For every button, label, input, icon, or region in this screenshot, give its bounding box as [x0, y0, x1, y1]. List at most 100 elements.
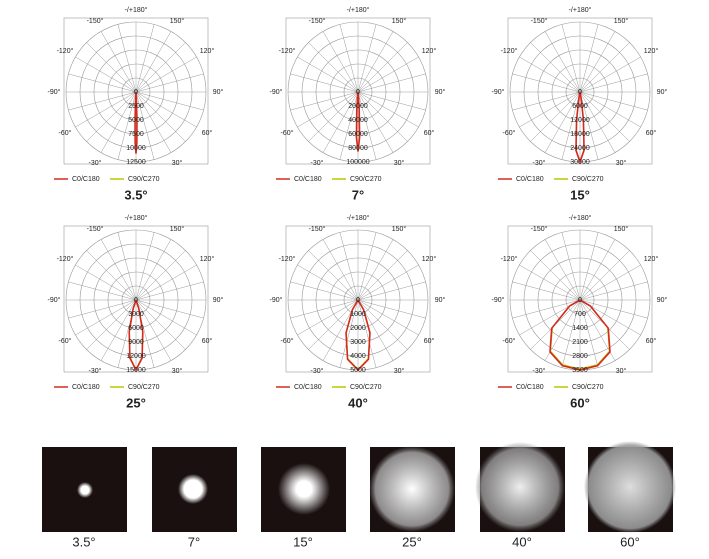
angle-tick-label: 90°	[213, 296, 224, 304]
spoke	[290, 91, 359, 111]
spoke	[135, 250, 186, 301]
spoke	[357, 91, 408, 142]
polar-chart: -150° -/+180° 150° -120° 120° -90° 90° -60° 60° -…	[492, 214, 668, 411]
spoke	[544, 31, 581, 93]
grid-circle	[551, 63, 609, 121]
angle-tick-label: 60°	[202, 129, 213, 137]
angle-tick-label: 90°	[213, 88, 224, 96]
spoke	[290, 73, 359, 93]
spoke	[297, 56, 359, 93]
chart-title: 60°	[570, 395, 590, 410]
spoke	[322, 239, 359, 301]
radial-tick-label: 3000	[128, 311, 144, 318]
angle-tick-label: 120°	[422, 255, 437, 263]
spoke	[135, 239, 172, 301]
grid-circle	[65, 21, 207, 163]
spoke	[100, 299, 137, 361]
angle-tick-label: -60°	[59, 129, 72, 137]
spoke	[561, 91, 581, 160]
spoke	[135, 299, 172, 361]
grid-circle	[537, 49, 623, 135]
spoke	[339, 232, 359, 301]
spoke	[512, 73, 581, 93]
grid-circle	[121, 285, 151, 315]
angle-tick-label: -30°	[533, 159, 546, 167]
angle-tick-label: -150°	[87, 225, 104, 233]
spoke	[75, 91, 137, 128]
radial-tick-label: 0	[578, 297, 582, 304]
spoke	[357, 31, 394, 93]
spoke	[579, 91, 630, 142]
radial-tick-label: 1000	[350, 311, 366, 318]
angle-tick-label: -150°	[309, 17, 326, 25]
polar-chart: -150° -/+180° 150° -120° 120° -90° 90° -60° 60° -…	[270, 214, 446, 411]
radial-tick-label: 700	[574, 311, 586, 318]
beam-spot	[584, 441, 676, 533]
plot-frame	[285, 17, 431, 165]
angle-tick-label: -60°	[503, 129, 516, 137]
angle-tick-label: 30°	[394, 159, 405, 167]
radial-tick-label: 20000	[348, 103, 368, 110]
spoke	[135, 91, 155, 160]
legend-label: C90/C270	[350, 176, 382, 183]
spoke	[579, 281, 648, 301]
chart-title: 25°	[126, 395, 146, 410]
spoke	[357, 299, 426, 319]
angle-tick-label: -150°	[531, 17, 548, 25]
spoke	[357, 91, 419, 128]
grid-circle	[93, 257, 179, 343]
spoke	[339, 299, 359, 368]
angle-tick-label: -/+180°	[125, 214, 148, 222]
grid-circle	[565, 285, 595, 315]
radial-tick-label: 0	[134, 297, 138, 304]
radial-tick-label: 5000	[350, 367, 366, 374]
spoke	[135, 73, 204, 93]
radial-tick-label: 7500	[128, 131, 144, 138]
spoke	[100, 239, 137, 301]
angle-tick-label: 30°	[616, 367, 627, 375]
radial-tick-label: 18000	[570, 131, 590, 138]
spoke	[530, 91, 581, 142]
angle-tick-label: -90°	[492, 88, 505, 96]
spoke	[357, 42, 408, 93]
spoke	[135, 24, 155, 93]
spoke	[579, 299, 599, 368]
spoke	[322, 31, 359, 93]
angle-tick-label: 150°	[614, 225, 629, 233]
polar-chart: -150° -/+180° 150° -120° 120° -90° 90° -60° 60° -…	[492, 6, 668, 203]
legend-label: C0/C180	[294, 176, 322, 183]
radial-tick-label: 9000	[128, 339, 144, 346]
spoke	[579, 91, 616, 153]
angle-tick-label: 120°	[644, 47, 659, 55]
angle-tick-label: -90°	[270, 88, 283, 96]
spoke	[579, 250, 630, 301]
spoke	[135, 299, 186, 350]
beam-spot	[369, 446, 455, 532]
spoke	[135, 264, 197, 301]
angle-tick-label: -60°	[503, 337, 516, 345]
spoke	[357, 91, 377, 160]
radial-tick-label: 0	[134, 89, 138, 96]
angle-tick-label: -/+180°	[569, 214, 592, 222]
angle-tick-label: -/+180°	[347, 6, 370, 14]
grid-circle	[523, 35, 637, 149]
spoke	[579, 264, 641, 301]
spoke	[357, 24, 377, 93]
radial-tick-label: 12000	[126, 353, 146, 360]
spoke	[561, 299, 581, 368]
spoke	[357, 281, 426, 301]
grid-circle	[343, 285, 373, 315]
chart-title: 15°	[570, 187, 590, 202]
angle-tick-label: -/+180°	[125, 6, 148, 14]
beam-curve	[549, 299, 611, 371]
spoke	[512, 299, 581, 319]
angle-tick-label: -90°	[492, 296, 505, 304]
spoke	[579, 239, 616, 301]
grid-circle	[523, 243, 637, 357]
angle-tick-label: -150°	[531, 225, 548, 233]
angle-tick-label: -90°	[48, 296, 61, 304]
angle-tick-label: 60°	[202, 337, 213, 345]
angle-tick-label: 30°	[172, 159, 183, 167]
legend-label: C0/C180	[294, 384, 322, 391]
